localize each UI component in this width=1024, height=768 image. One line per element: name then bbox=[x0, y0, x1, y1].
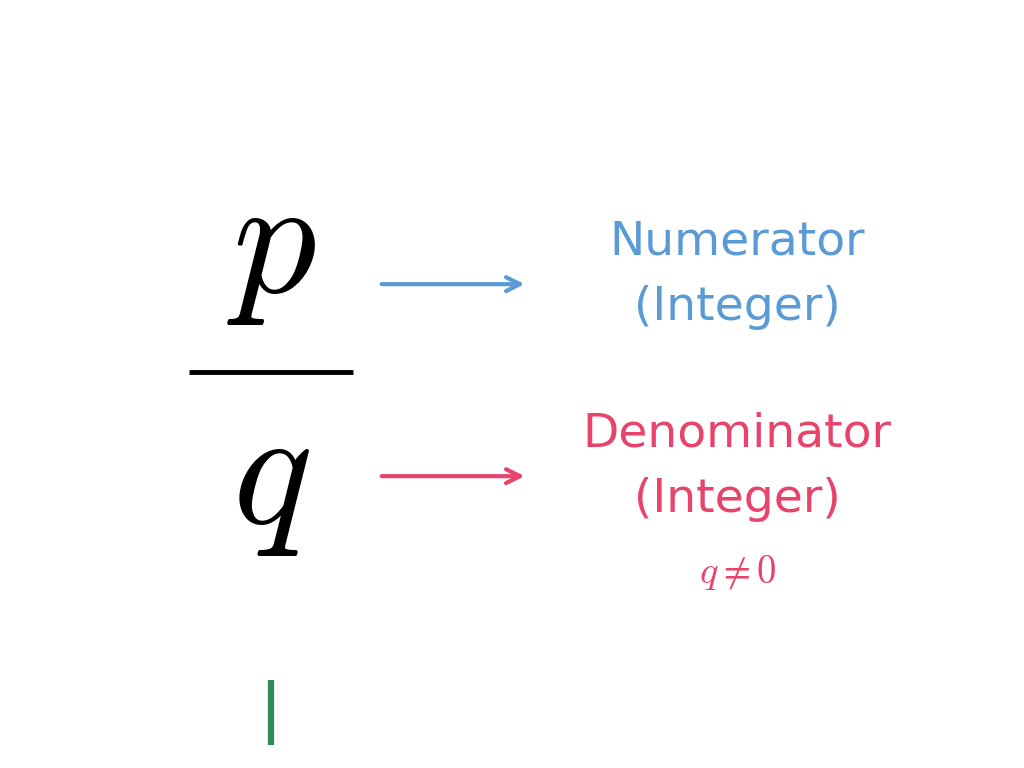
Text: $q$: $q$ bbox=[232, 395, 310, 558]
Text: $p$: $p$ bbox=[226, 164, 316, 327]
Text: Denominator: Denominator bbox=[583, 412, 892, 456]
Text: (Integer): (Integer) bbox=[634, 477, 841, 521]
Text: $q \neq 0$: $q \neq 0$ bbox=[698, 553, 776, 591]
Text: Numerator: Numerator bbox=[609, 220, 865, 264]
Text: (Integer): (Integer) bbox=[634, 285, 841, 329]
